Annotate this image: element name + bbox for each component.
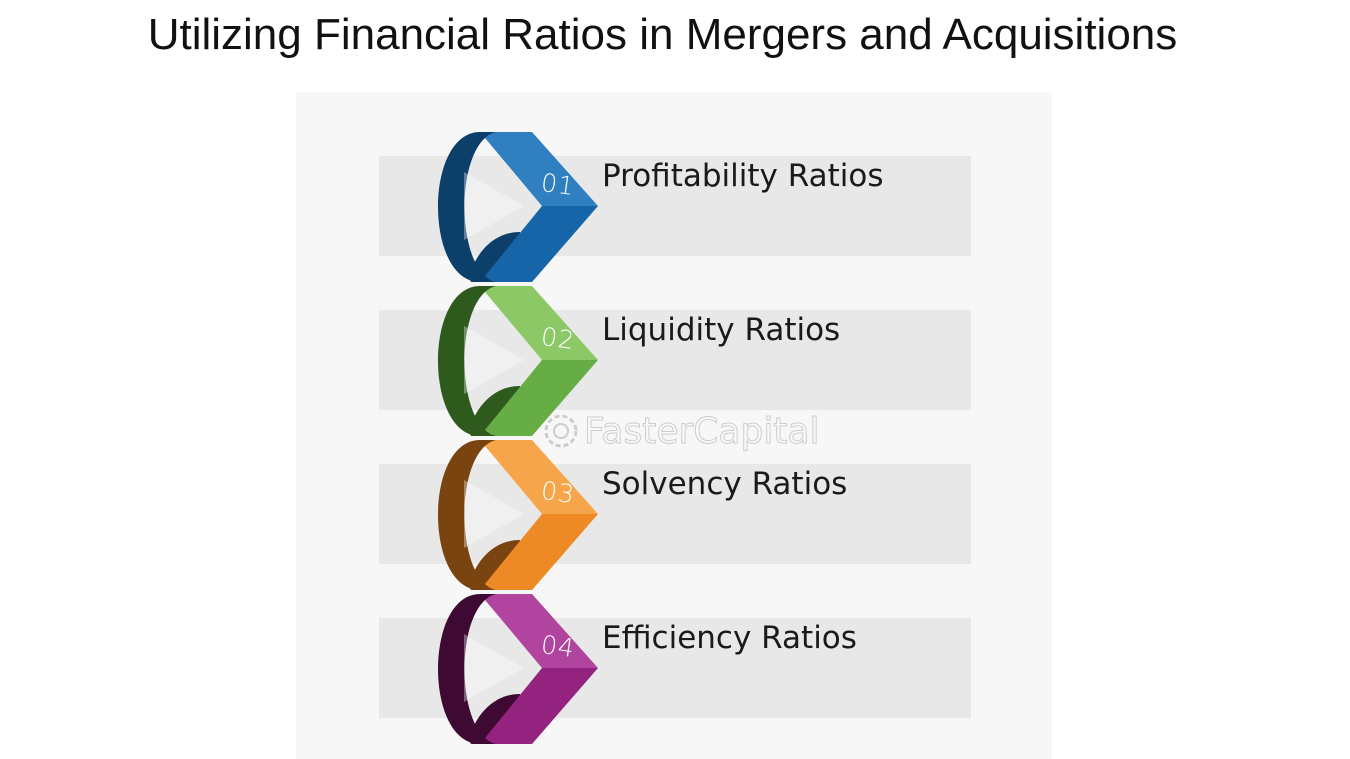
ribbon-inner-shadow xyxy=(464,172,524,240)
step-bar xyxy=(379,464,971,564)
step-label: Liquidity Ratios xyxy=(602,312,841,348)
ribbon-curl xyxy=(438,132,496,282)
ribbon-curl xyxy=(438,440,496,590)
ribbon-arrow-icon xyxy=(438,132,598,282)
ribbon-fold-top xyxy=(480,132,598,206)
ribbon-curl xyxy=(438,594,496,744)
step-label: Solvency Ratios xyxy=(602,466,848,502)
step-bar xyxy=(379,618,971,718)
step-item-4: 04 Efficiency Ratios xyxy=(296,594,1052,744)
ribbon-arrow-icon xyxy=(438,440,598,590)
ribbon-fold-top xyxy=(480,286,598,360)
ribbon-fold-bottom xyxy=(480,206,598,282)
step-item-1: 01 Profitability Ratios xyxy=(296,132,1052,282)
step-bar xyxy=(379,156,971,256)
ribbon-inner-shadow xyxy=(464,480,524,548)
ribbon-fold-bottom xyxy=(480,514,598,590)
ribbon-fold-bottom xyxy=(480,360,598,436)
step-label: Profitability Ratios xyxy=(602,158,884,194)
step-bar xyxy=(379,310,971,410)
step-item-3: 03 Solvency Ratios xyxy=(296,440,1052,590)
ribbon-arrow-icon xyxy=(438,286,598,436)
ribbon-fold-top xyxy=(480,594,598,668)
gear-logo-icon xyxy=(544,414,578,448)
ribbon-fold-bottom xyxy=(480,668,598,744)
step-label: Efficiency Ratios xyxy=(602,620,857,656)
page-title: Utilizing Financial Ratios in Mergers an… xyxy=(147,10,1178,59)
ribbon-inner-shadow xyxy=(464,326,524,394)
step-item-2: 02 Liquidity Ratios xyxy=(296,286,1052,436)
ribbon-arrow-icon xyxy=(438,594,598,744)
watermark-text: FasterCapital xyxy=(584,410,821,452)
diagram-panel: 01 Profitability Ratios 02 Liquidity Rat… xyxy=(296,92,1052,759)
ribbon-fold-top xyxy=(480,440,598,514)
ribbon-inner-shadow xyxy=(464,634,524,702)
ribbon-curl xyxy=(438,286,496,436)
watermark: FasterCapital xyxy=(540,410,820,452)
